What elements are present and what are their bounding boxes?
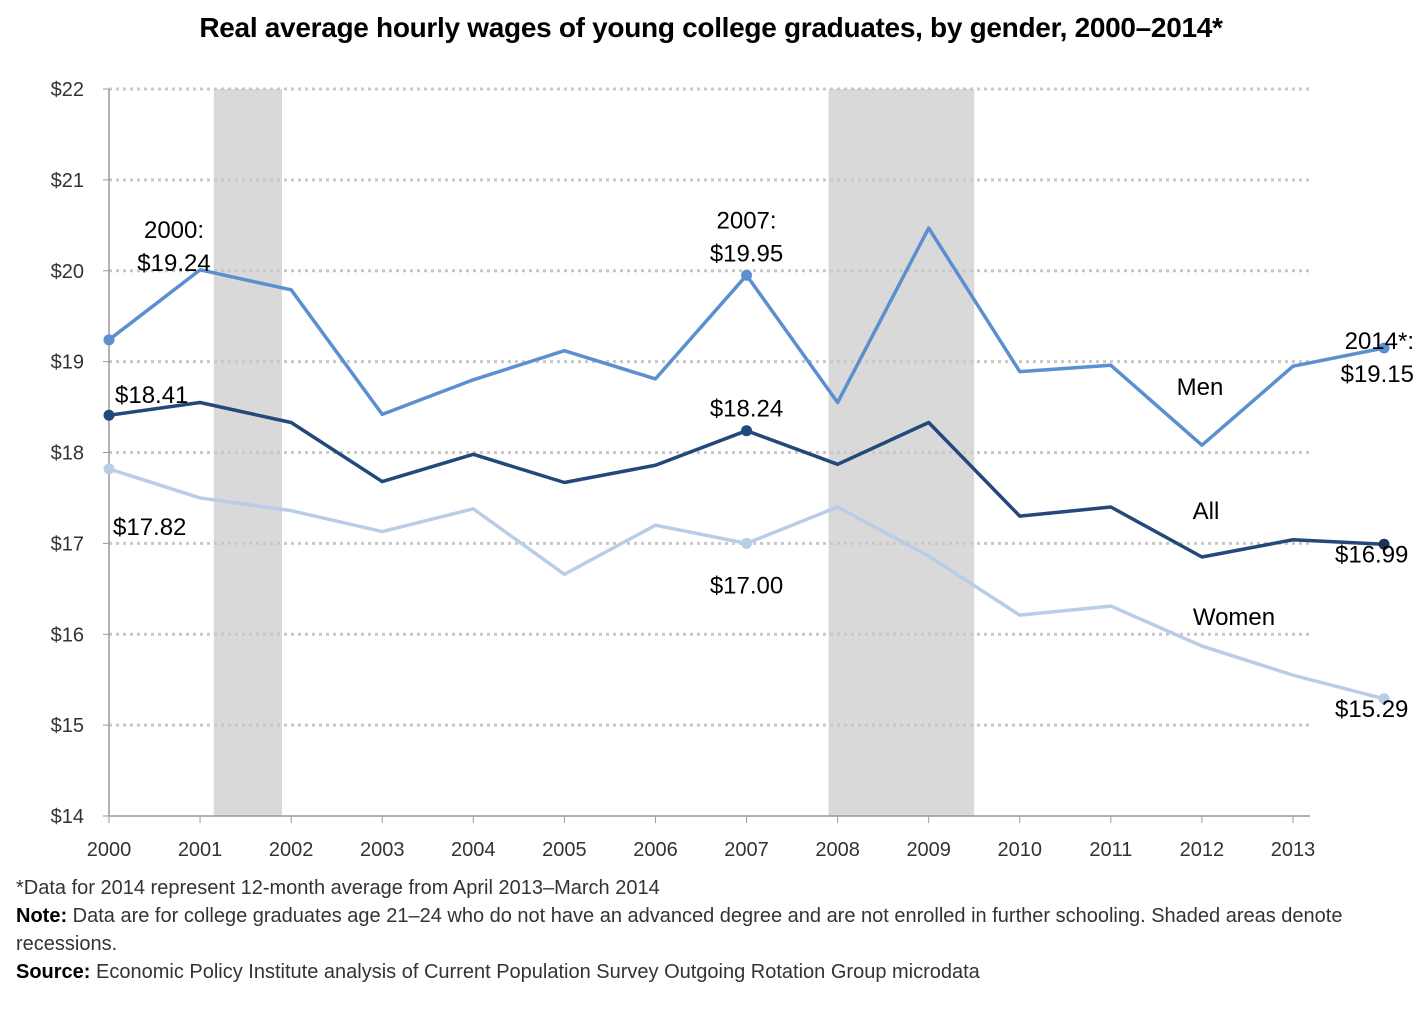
- data-label-women-2014: $15.29: [1335, 696, 1408, 723]
- x-tick-label: 2001: [178, 839, 223, 861]
- x-tick-label: 2003: [360, 839, 405, 861]
- data-point-all-2000: [103, 409, 115, 421]
- y-tick-label: $22: [51, 79, 84, 101]
- x-tick-label: 2009: [906, 839, 951, 861]
- x-tick-label: 2007: [724, 839, 769, 861]
- x-tick-label: 2005: [542, 839, 587, 861]
- data-label-all-2007: $18.24: [710, 396, 783, 423]
- data-point-men-2000: [103, 334, 115, 346]
- source: Source: Economic Policy Institute analys…: [16, 958, 1416, 986]
- chart-title: Real average hourly wages of young colle…: [199, 12, 1223, 43]
- source-label: Source:: [16, 961, 91, 983]
- x-tick-label: 2008: [815, 839, 860, 861]
- data-point-women-2014: [1378, 693, 1390, 705]
- x-tick-label: 2011: [1089, 839, 1132, 861]
- y-tick-label: $14: [51, 806, 84, 828]
- x-tick-label: 2013: [1271, 839, 1316, 861]
- data-point-women-2007: [741, 537, 753, 549]
- y-tick-label: $19: [51, 352, 84, 374]
- x-tick-label: 2006: [633, 839, 678, 861]
- data-label-men-2007: $19.95: [710, 240, 783, 267]
- x-tick-label: 2004: [451, 839, 496, 861]
- data-label-men-2000: 2000:: [144, 217, 204, 244]
- x-tick-label: 2002: [269, 839, 314, 861]
- data-point-men-2014: [1378, 342, 1390, 354]
- y-tick-label: $21: [51, 170, 84, 192]
- data-label-men-2000: $19.24: [137, 250, 210, 277]
- data-label-women-2007: $17.00: [710, 572, 783, 599]
- data-point-men-2007: [741, 269, 753, 281]
- data-label-men-2014: $19.15: [1341, 361, 1414, 388]
- chart-notes: *Data for 2014 represent 12-month averag…: [16, 874, 1416, 986]
- data-point-all-2007: [741, 425, 753, 437]
- y-tick-label: $15: [51, 715, 84, 737]
- source-text: Economic Policy Institute analysis of Cu…: [90, 961, 980, 983]
- data-label-men-2014: 2014*:: [1345, 328, 1414, 355]
- y-tick-label: $17: [51, 533, 84, 555]
- data-label-men-2007: 2007:: [717, 207, 777, 234]
- footnote: *Data for 2014 represent 12-month averag…: [16, 877, 660, 899]
- data-point-women-2000: [103, 463, 115, 475]
- note: Note: Data are for college graduates age…: [16, 902, 1416, 958]
- data-label-women-2000: $17.82: [113, 514, 186, 541]
- note-text: Data are for college graduates age 21–24…: [16, 905, 1343, 955]
- note-label: Note:: [16, 905, 68, 927]
- x-tick-label: 2010: [998, 839, 1043, 861]
- x-tick-label: 2000: [87, 839, 132, 861]
- y-tick-label: $18: [51, 443, 84, 465]
- y-tick-label: $20: [51, 261, 84, 283]
- series-label-men: Men: [1177, 374, 1224, 401]
- series-label-all: All: [1193, 498, 1220, 525]
- data-label-all-2000: $18.41: [115, 382, 188, 409]
- x-tick-label: 2012: [1180, 839, 1225, 861]
- line-chart: $14 $15 $16 $17 $18 $19 $20 $21 $22 2000 2001 2002 2…: [51, 79, 1414, 861]
- data-point-all-2014: [1378, 538, 1390, 550]
- series-label-women: Women: [1193, 604, 1275, 631]
- data-label-all-2014: $16.99: [1335, 541, 1408, 568]
- y-tick-label: $16: [51, 624, 84, 646]
